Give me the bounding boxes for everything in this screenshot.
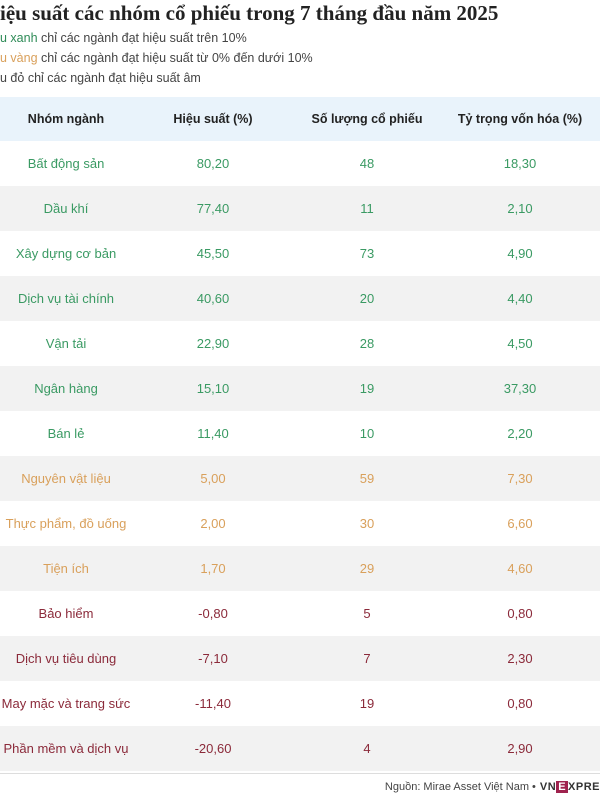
cell-sector: Tiện ích bbox=[43, 561, 89, 576]
cell-sector: Dịch vụ tài chính bbox=[17, 291, 115, 306]
header-stock-count: Số lượng cổ phiếu bbox=[311, 112, 423, 126]
legend-green-keyword: u xanh bbox=[0, 31, 38, 45]
table-row: Vận tải 22,90 28 4,50 bbox=[0, 321, 600, 366]
cell-stock-count: 73 bbox=[359, 246, 375, 261]
cell-performance: -11,40 bbox=[195, 696, 231, 711]
cell-sector: Dầu khí bbox=[43, 201, 89, 216]
cell-performance: 15,10 bbox=[196, 381, 230, 396]
table-row: May mặc và trang sức -11,40 19 0,80 bbox=[0, 681, 600, 726]
cell-sector: Phần mềm và dịch vụ bbox=[3, 741, 129, 756]
cell-cap-weight: 0,80 bbox=[507, 696, 533, 711]
cell-performance: -7,10 bbox=[198, 651, 228, 666]
brand-vn: VN bbox=[539, 781, 557, 793]
cell-stock-count: 19 bbox=[359, 381, 375, 396]
header-sector: Nhóm ngành bbox=[27, 112, 105, 126]
header-performance: Hiệu suất (%) bbox=[173, 112, 253, 126]
table-row: Dịch vụ tài chính 40,60 20 4,40 bbox=[0, 276, 600, 321]
performance-table: Nhóm ngành Hiệu suất (%) Số lượng cổ phi… bbox=[0, 97, 600, 771]
cell-performance: 22,90 bbox=[196, 336, 230, 351]
brand-xpre: XPRE bbox=[568, 781, 600, 793]
cell-performance: 80,20 bbox=[196, 156, 230, 171]
cell-cap-weight: 4,40 bbox=[507, 291, 533, 306]
cell-stock-count: 59 bbox=[359, 471, 375, 486]
table-row: Bất động sản 80,20 48 18,30 bbox=[0, 141, 600, 186]
cell-cap-weight: 37,30 bbox=[503, 381, 537, 396]
cell-cap-weight: 7,30 bbox=[507, 471, 533, 486]
cell-performance: 1,70 bbox=[200, 561, 226, 576]
cell-sector: Vận tải bbox=[45, 336, 87, 351]
legend-red-text: chỉ các ngành đạt hiệu suất âm bbox=[24, 71, 201, 85]
table-row: Phần mềm và dịch vụ -20,60 4 2,90 bbox=[0, 726, 600, 771]
legend-yellow-keyword: u vàng bbox=[0, 51, 38, 65]
cell-cap-weight: 6,60 bbox=[507, 516, 533, 531]
cell-cap-weight: 4,90 bbox=[507, 246, 533, 261]
cell-sector: Nguyên vật liệu bbox=[21, 471, 111, 486]
table-row: Thực phẩm, đồ uống 2,00 30 6,60 bbox=[0, 501, 600, 546]
cell-cap-weight: 2,90 bbox=[507, 741, 533, 756]
source-text: Nguồn: Mirae Asset Việt Nam • bbox=[384, 781, 536, 793]
cell-cap-weight: 2,20 bbox=[507, 426, 533, 441]
table-row: Nguyên vật liệu 5,00 59 7,30 bbox=[0, 456, 600, 501]
table-row: Xây dựng cơ bản 45,50 73 4,90 bbox=[0, 231, 600, 276]
cell-performance: -20,60 bbox=[194, 741, 232, 756]
header-cap-weight: Tỷ trọng vốn hóa (%) bbox=[457, 112, 583, 126]
cell-sector: Dịch vụ tiêu dùng bbox=[15, 651, 117, 666]
cell-sector: Bán lẻ bbox=[47, 426, 85, 441]
legend-green-text: chỉ các ngành đạt hiệu suất trên 10% bbox=[37, 31, 247, 45]
table-header: Nhóm ngành Hiệu suất (%) Số lượng cổ phi… bbox=[0, 97, 600, 141]
table-body: Bất động sản 80,20 48 18,30 Dầu khí 77,40 11 2,… bbox=[0, 141, 600, 771]
cell-performance: 2,00 bbox=[200, 516, 226, 531]
cell-performance: 40,60 bbox=[196, 291, 230, 306]
chart-title: iệu suất các nhóm cổ phiếu trong 7 tháng… bbox=[0, 1, 499, 25]
cell-cap-weight: 4,60 bbox=[507, 561, 533, 576]
table-row: Bảo hiểm -0,80 5 0,80 bbox=[0, 591, 600, 636]
table-row: Dịch vụ tiêu dùng -7,10 7 2,30 bbox=[0, 636, 600, 681]
legend-red: u đỏ chỉ các ngành đạt hiệu suất âm bbox=[0, 69, 201, 87]
cell-cap-weight: 4,50 bbox=[507, 336, 533, 351]
cell-sector: Xây dựng cơ bản bbox=[15, 246, 117, 261]
cell-stock-count: 7 bbox=[363, 651, 371, 666]
cell-sector: Bất động sản bbox=[27, 156, 105, 171]
table-row: Bán lẻ 11,40 10 2,20 bbox=[0, 411, 600, 456]
cell-stock-count: 4 bbox=[363, 741, 371, 756]
cell-stock-count: 28 bbox=[359, 336, 375, 351]
cell-stock-count: 19 bbox=[359, 696, 375, 711]
cell-performance: 11,40 bbox=[197, 426, 229, 441]
cell-sector: Bảo hiểm bbox=[38, 606, 94, 621]
table-row: Dầu khí 77,40 11 2,10 bbox=[0, 186, 600, 231]
cell-performance: 77,40 bbox=[196, 201, 230, 216]
cell-stock-count: 29 bbox=[359, 561, 375, 576]
brand-e: E bbox=[556, 781, 569, 793]
legend-red-keyword: u đỏ bbox=[0, 71, 25, 85]
cell-performance: 45,50 bbox=[196, 246, 230, 261]
cell-stock-count: 48 bbox=[359, 156, 375, 171]
cell-stock-count: 20 bbox=[359, 291, 375, 306]
cell-stock-count: 30 bbox=[359, 516, 375, 531]
cell-stock-count: 10 bbox=[359, 426, 375, 441]
table-row: Ngân hàng 15,10 19 37,30 bbox=[0, 366, 600, 411]
cell-sector: May mặc và trang sức bbox=[1, 696, 131, 711]
table-row: Tiện ích 1,70 29 4,60 bbox=[0, 546, 600, 591]
legend-green: u xanh chỉ các ngành đạt hiệu suất trên … bbox=[0, 29, 247, 47]
cell-sector: Ngân hàng bbox=[34, 381, 98, 396]
cell-stock-count: 5 bbox=[363, 606, 371, 621]
cell-performance: -0,80 bbox=[198, 606, 228, 621]
cell-cap-weight: 0,80 bbox=[507, 606, 533, 621]
cell-performance: 5,00 bbox=[200, 471, 226, 486]
cell-stock-count: 11 bbox=[360, 201, 374, 216]
cell-cap-weight: 2,10 bbox=[507, 201, 533, 216]
footer: Nguồn: Mirae Asset Việt Nam • VN E XPRE bbox=[0, 773, 600, 800]
cell-sector: Thực phẩm, đồ uống bbox=[5, 516, 127, 531]
brand-logo: VN E XPRE bbox=[540, 781, 600, 793]
legend-yellow-text: chỉ các ngành đạt hiệu suất từ 0% đến dư… bbox=[37, 51, 313, 65]
legend-yellow: u vàng chỉ các ngành đạt hiệu suất từ 0%… bbox=[0, 49, 313, 67]
cell-cap-weight: 2,30 bbox=[507, 651, 533, 666]
cell-cap-weight: 18,30 bbox=[503, 156, 537, 171]
